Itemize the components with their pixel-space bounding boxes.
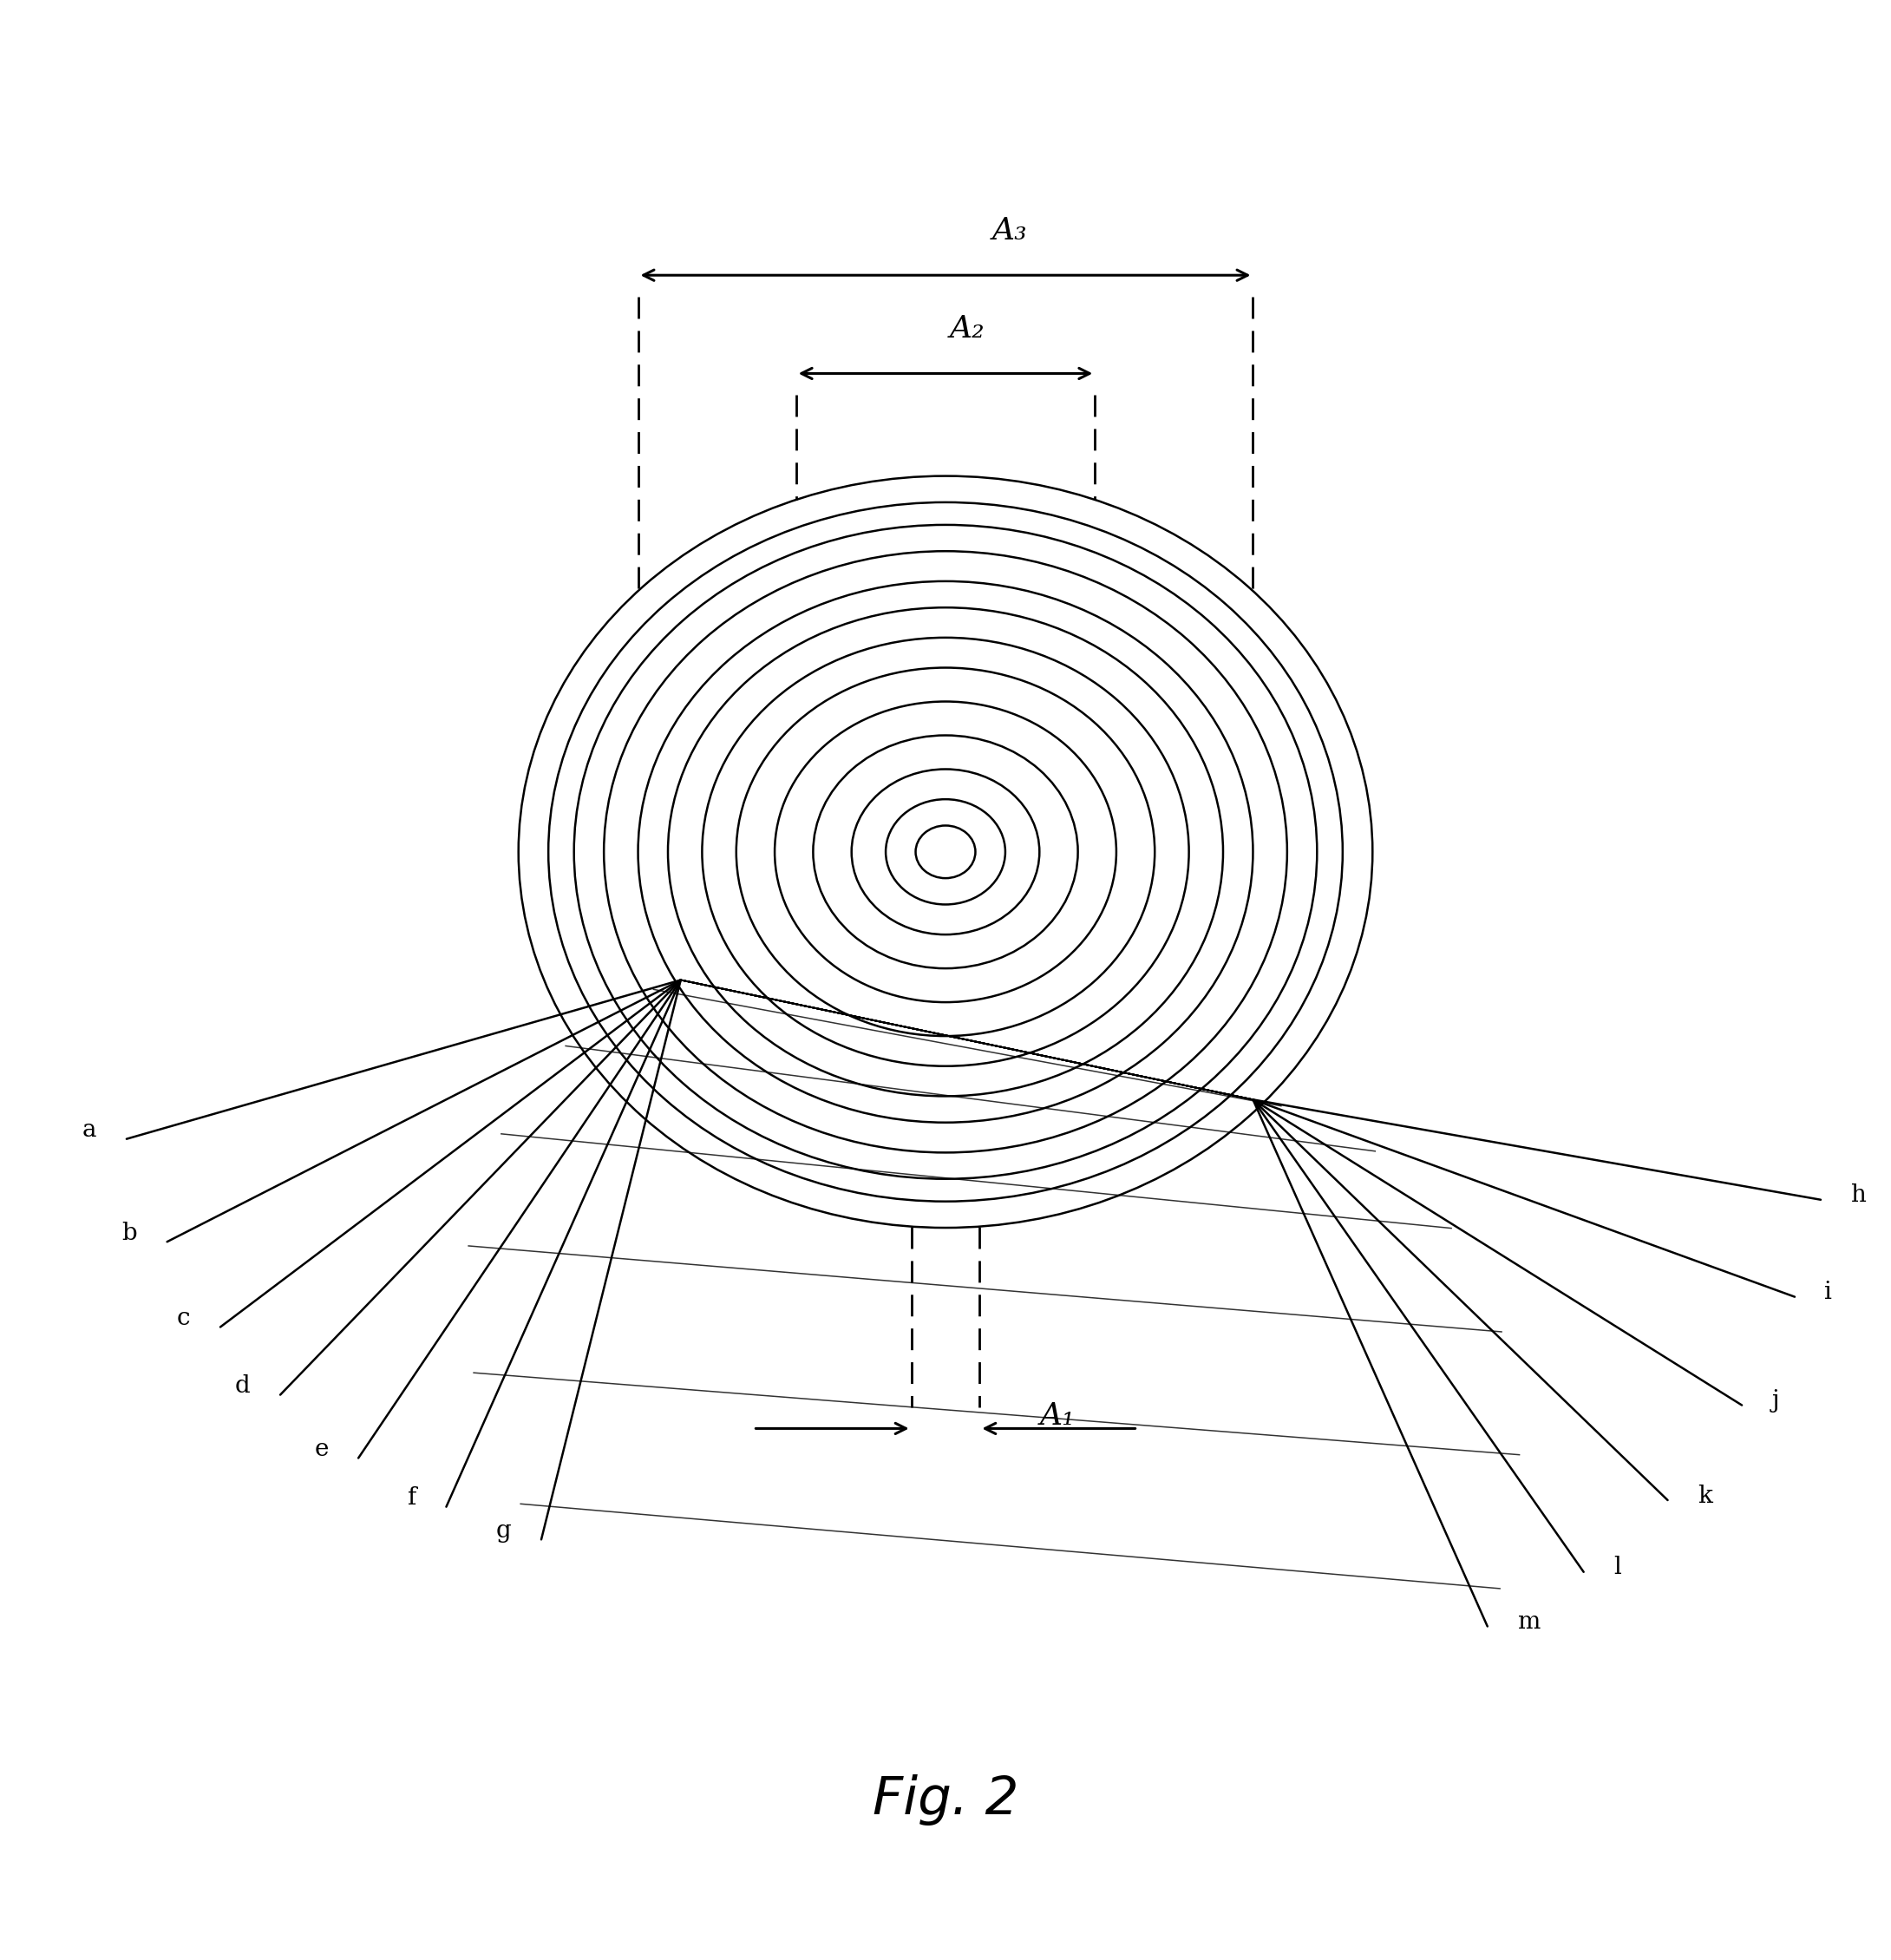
Text: a: a [83, 1119, 96, 1143]
Text: A₃: A₃ [993, 216, 1027, 245]
Text: c: c [178, 1307, 191, 1331]
Text: i: i [1825, 1280, 1832, 1303]
Text: j: j [1772, 1390, 1779, 1413]
Text: f: f [407, 1486, 416, 1509]
Text: A₁: A₁ [1040, 1401, 1074, 1431]
Text: k: k [1698, 1484, 1713, 1507]
Text: m: m [1517, 1611, 1539, 1635]
Text: b: b [121, 1221, 138, 1245]
Text: d: d [234, 1374, 250, 1397]
Text: Fig. 2: Fig. 2 [872, 1774, 1019, 1825]
Text: e: e [314, 1439, 329, 1462]
Text: A₂: A₂ [949, 314, 985, 343]
Text: h: h [1851, 1184, 1866, 1207]
Text: l: l [1613, 1556, 1621, 1580]
Text: g: g [495, 1519, 511, 1543]
